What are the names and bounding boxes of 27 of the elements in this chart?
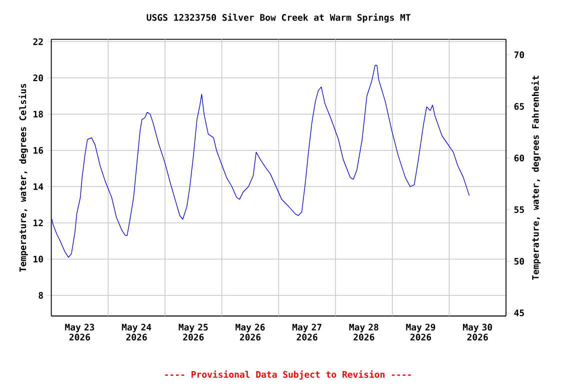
y2-tick-label: 65 bbox=[514, 103, 524, 110]
x-tick-label: May 28 2026 bbox=[349, 324, 378, 341]
y-tick-label: 8 bbox=[38, 292, 43, 299]
y-tick-label: 14 bbox=[34, 183, 44, 190]
x-tick-label: May 23 2026 bbox=[65, 324, 94, 341]
y-tick-label: 22 bbox=[33, 38, 43, 45]
text: ---- Provisional Data Subject to Revision ---- bbox=[165, 370, 411, 380]
y2-tick-label: 45 bbox=[514, 310, 524, 316]
x-tick-label: May 26 2026 bbox=[236, 324, 265, 341]
x-tick-label: May 30 2026 bbox=[462, 324, 492, 341]
x-tick-label: May 24 2026 bbox=[122, 324, 152, 341]
x-tick-label: May 27 2026 bbox=[292, 324, 322, 341]
y2-tick-label: 70 bbox=[514, 51, 524, 58]
y2-tick-label: 50 bbox=[514, 258, 524, 265]
chart-title: USGS 12323750 Silver Bow Creek at Warm Springs MT bbox=[146, 13, 410, 23]
y-axis-title: Temperature, water, degrees Celsius bbox=[18, 84, 28, 272]
x-tick-label: May 29 2026 bbox=[406, 324, 436, 341]
y2-tick-label: 55 bbox=[514, 206, 524, 213]
y-tick-label: 18 bbox=[34, 110, 43, 118]
y-tick-label: 10 bbox=[34, 256, 43, 262]
y2-axis-title: Temperature, water, degrees Fahrenheit bbox=[531, 76, 541, 280]
y-tick-label: 20 bbox=[33, 74, 43, 82]
y-tick-label: 16 bbox=[34, 146, 44, 154]
y2-tick-label: 60 bbox=[514, 154, 524, 162]
x-tick-label: May 25 2026 bbox=[178, 324, 208, 341]
line-series bbox=[52, 64, 470, 258]
y-tick-label: 12 bbox=[34, 220, 43, 226]
